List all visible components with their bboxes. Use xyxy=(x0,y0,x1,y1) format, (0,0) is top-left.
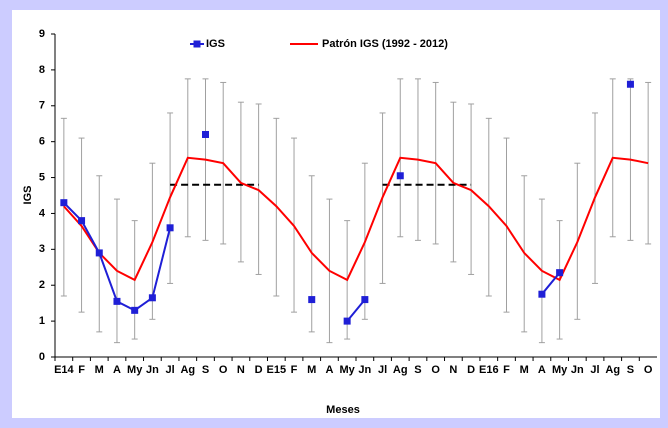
marker xyxy=(343,317,351,325)
x-tick-label: M xyxy=(520,364,529,376)
marker xyxy=(131,306,139,314)
x-tick-label: E14 xyxy=(54,364,74,376)
x-tick-label: A xyxy=(113,364,121,376)
x-tick-label: O xyxy=(219,364,228,376)
marker xyxy=(626,80,634,88)
y-tick-label: 7 xyxy=(39,100,45,112)
x-tick-label: S xyxy=(627,364,634,376)
x-tick-label: N xyxy=(449,364,457,376)
x-tick-label: A xyxy=(538,364,546,376)
marker xyxy=(95,249,103,257)
marker xyxy=(60,199,68,207)
x-tick-label: E15 xyxy=(267,364,287,376)
x-tick-label: Jn xyxy=(358,364,371,376)
x-tick-label: O xyxy=(431,364,440,376)
y-tick-label: 8 xyxy=(39,64,45,76)
x-tick-label: Jl xyxy=(378,364,387,376)
marker xyxy=(78,217,86,225)
x-tick-label: F xyxy=(78,364,85,376)
x-tick-label: F xyxy=(291,364,298,376)
x-tick-label: F xyxy=(503,364,510,376)
chart-panel xyxy=(12,10,660,418)
x-tick-label: My xyxy=(552,364,568,376)
x-tick-label: E16 xyxy=(479,364,499,376)
marker xyxy=(556,269,564,277)
series-line xyxy=(63,156,649,282)
x-tick-label: M xyxy=(95,364,104,376)
legend-label: IGS xyxy=(206,38,225,50)
x-tick-label: M xyxy=(307,364,316,376)
x-axis-label: Meses xyxy=(326,404,360,416)
x-tick-label: D xyxy=(255,364,263,376)
y-tick-label: 3 xyxy=(39,243,45,255)
x-tick-label: D xyxy=(467,364,475,376)
marker xyxy=(308,296,316,304)
x-tick-label: A xyxy=(325,364,333,376)
y-tick-label: 1 xyxy=(39,315,45,327)
x-tick-label: Jn xyxy=(571,364,584,376)
y-tick-label: 2 xyxy=(39,279,45,291)
y-tick-label: 0 xyxy=(39,351,45,363)
marker xyxy=(113,297,121,305)
y-tick-label: 4 xyxy=(39,207,46,219)
x-tick-label: Ag xyxy=(180,364,195,376)
y-tick-label: 9 xyxy=(39,28,45,40)
legend-marker xyxy=(193,40,201,48)
y-axis-label: IGS xyxy=(22,186,34,205)
x-tick-label: O xyxy=(644,364,653,376)
marker xyxy=(538,290,546,298)
marker xyxy=(361,296,369,304)
y-tick-label: 5 xyxy=(39,171,45,183)
x-tick-label: Ag xyxy=(393,364,408,376)
marker xyxy=(202,130,209,138)
marker xyxy=(166,224,174,232)
marker xyxy=(396,172,404,180)
y-tick-label: 6 xyxy=(39,136,45,148)
x-tick-label: Jn xyxy=(146,364,159,376)
x-tick-label: My xyxy=(127,364,143,376)
x-tick-label: S xyxy=(414,364,421,376)
x-tick-label: Ag xyxy=(605,364,620,376)
legend-label: Patrón IGS (1992 - 2012) xyxy=(322,38,448,50)
x-tick-label: Jl xyxy=(590,364,599,376)
x-tick-label: S xyxy=(202,364,209,376)
x-tick-label: N xyxy=(237,364,245,376)
marker xyxy=(148,294,156,302)
x-tick-label: My xyxy=(340,364,356,376)
x-tick-label: Jl xyxy=(165,364,174,376)
